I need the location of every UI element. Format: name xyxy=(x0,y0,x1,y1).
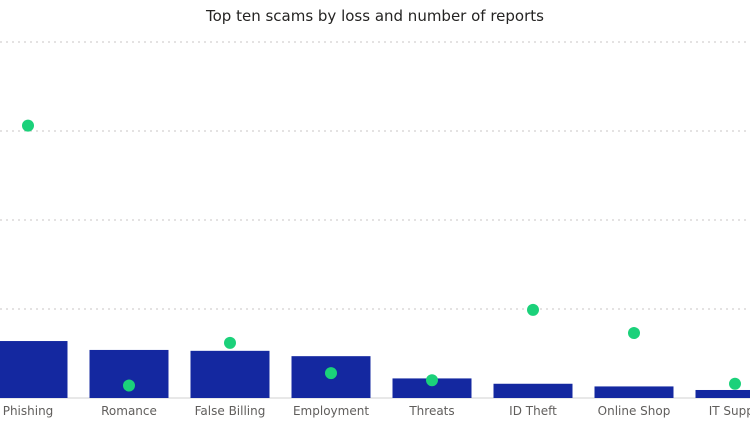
bar[interactable] xyxy=(392,378,472,398)
category-label: False Billing xyxy=(195,404,266,418)
data-point[interactable] xyxy=(224,336,236,349)
chart-title: Top ten scams by loss and number of repo… xyxy=(206,7,544,25)
bar-series xyxy=(0,341,750,398)
data-point[interactable] xyxy=(325,367,337,380)
data-point[interactable] xyxy=(729,377,741,390)
data-point[interactable] xyxy=(123,379,135,392)
bar[interactable] xyxy=(190,350,270,398)
data-point[interactable] xyxy=(22,119,34,132)
bar[interactable] xyxy=(695,389,750,398)
category-label: Online Shop xyxy=(598,404,671,418)
category-label: ID Theft xyxy=(509,404,557,418)
category-label: Threats xyxy=(408,404,454,418)
data-point[interactable] xyxy=(426,374,438,387)
bar[interactable] xyxy=(594,386,674,398)
category-label: Romance xyxy=(101,404,157,418)
dot-series xyxy=(22,119,741,392)
bar[interactable] xyxy=(0,341,68,398)
category-label: Phishing xyxy=(3,404,54,418)
data-point[interactable] xyxy=(527,303,539,316)
gridlines xyxy=(0,41,750,399)
category-label: IT Suppo xyxy=(709,404,750,418)
category-label: Employment xyxy=(293,404,369,418)
category-axis: Phishing Romance False Billing Employment Th… xyxy=(3,404,750,418)
data-point[interactable] xyxy=(628,327,640,340)
bar[interactable] xyxy=(493,383,573,398)
